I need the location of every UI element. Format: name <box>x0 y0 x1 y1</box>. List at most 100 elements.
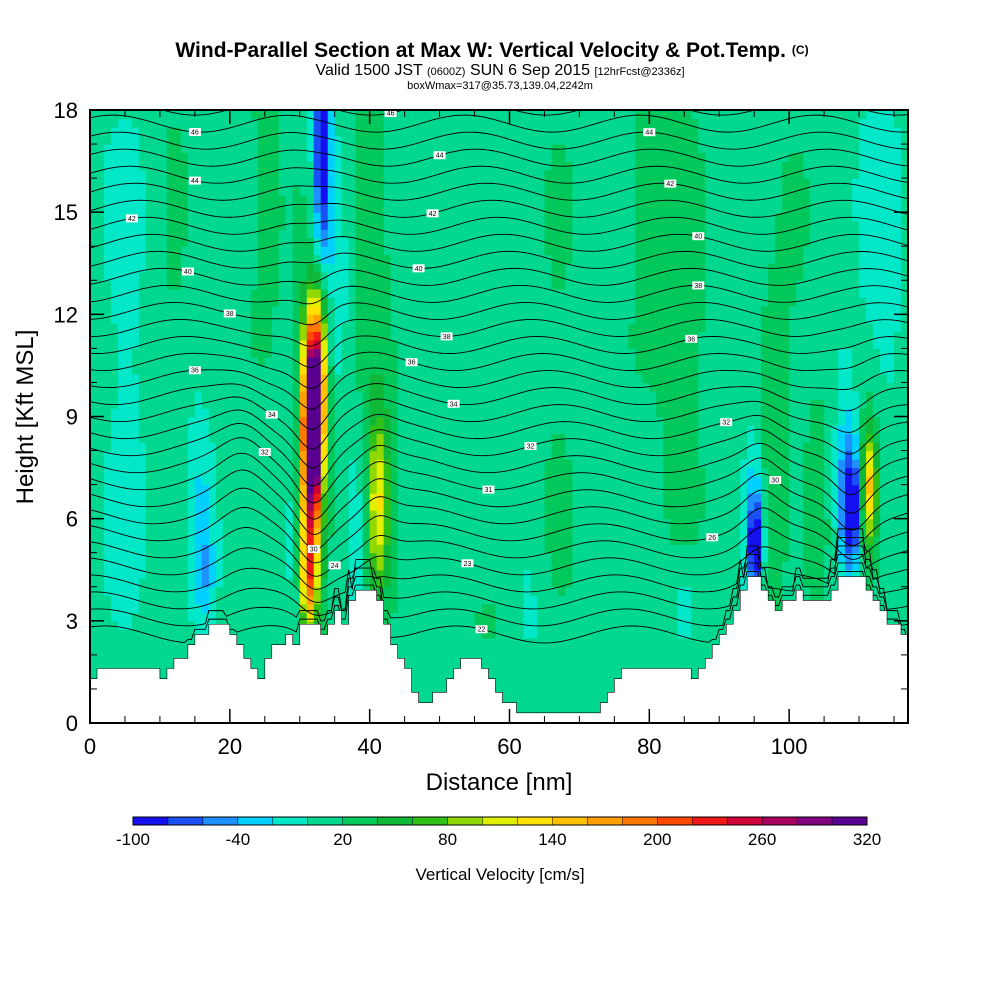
velocity-cell <box>726 518 734 528</box>
velocity-cell <box>565 407 574 418</box>
velocity-cell <box>103 663 112 673</box>
velocity-cell <box>824 407 832 418</box>
velocity-cell <box>726 390 734 401</box>
velocity-cell <box>439 425 448 435</box>
velocity-cell <box>509 442 518 452</box>
velocity-cell <box>124 561 133 571</box>
velocity-cell <box>733 407 741 418</box>
velocity-cell <box>299 586 308 596</box>
velocity-cell <box>418 416 427 426</box>
velocity-cell <box>845 442 853 452</box>
velocity-cell <box>901 407 908 418</box>
velocity-cell <box>355 518 364 528</box>
velocity-cell <box>145 382 154 392</box>
velocity-cell <box>131 467 140 477</box>
velocity-cell <box>355 425 364 435</box>
velocity-cell <box>166 527 175 537</box>
velocity-cell <box>243 450 252 460</box>
velocity-cell <box>572 697 580 707</box>
velocity-cell <box>229 552 238 562</box>
velocity-cell <box>348 467 357 477</box>
velocity-cell <box>824 382 832 392</box>
velocity-cell <box>782 561 790 571</box>
velocity-cell <box>173 390 182 401</box>
velocity-cell <box>579 705 587 716</box>
velocity-cell <box>663 382 671 392</box>
velocity-cell <box>761 433 769 443</box>
velocity-cell <box>495 654 504 664</box>
velocity-cell <box>299 382 308 392</box>
velocity-cell <box>649 407 657 418</box>
velocity-cell <box>600 476 608 486</box>
velocity-cell <box>383 356 392 367</box>
velocity-cell <box>586 646 594 656</box>
velocity-cell <box>565 356 574 367</box>
velocity-cell <box>579 646 587 656</box>
velocity-cell <box>817 425 825 435</box>
velocity-cell <box>509 603 518 613</box>
velocity-cell <box>285 476 294 486</box>
velocity-cell <box>222 561 231 571</box>
velocity-cell <box>439 484 448 494</box>
velocity-cell <box>222 399 231 409</box>
velocity-cell <box>264 484 273 494</box>
velocity-cell <box>887 510 895 520</box>
velocity-cell <box>383 459 392 469</box>
velocity-cell <box>502 450 511 460</box>
velocity-cell <box>229 382 238 392</box>
velocity-cell <box>691 501 699 511</box>
velocity-cell <box>397 527 406 537</box>
velocity-cell <box>362 467 371 477</box>
velocity-cell <box>390 416 399 426</box>
velocity-cell <box>397 416 406 426</box>
velocity-cell <box>873 518 881 528</box>
velocity-cell <box>698 416 706 426</box>
velocity-cell <box>691 476 699 486</box>
velocity-cell <box>124 450 133 460</box>
velocity-cell <box>425 510 434 520</box>
velocity-cell <box>271 484 280 494</box>
velocity-cell <box>565 450 574 460</box>
velocity-cell <box>600 697 608 707</box>
velocity-cell <box>733 518 741 528</box>
velocity-cell <box>880 373 888 384</box>
velocity-cell <box>621 586 629 596</box>
velocity-cell <box>110 459 119 469</box>
velocity-cell <box>124 433 133 443</box>
velocity-cell <box>831 425 839 435</box>
velocity-cell <box>530 535 539 545</box>
velocity-cell <box>887 493 895 503</box>
velocity-cell <box>824 467 832 477</box>
velocity-cell <box>740 552 748 562</box>
velocity-cell <box>789 459 797 469</box>
velocity-cell <box>313 365 322 375</box>
velocity-cell <box>327 442 336 452</box>
velocity-cell <box>355 416 364 426</box>
velocity-cell <box>159 501 168 511</box>
velocity-cell <box>509 544 518 554</box>
velocity-cell <box>124 637 133 647</box>
velocity-cell <box>236 620 245 630</box>
velocity-cell <box>516 646 525 656</box>
velocity-cell <box>684 620 692 630</box>
velocity-cell <box>740 484 748 494</box>
velocity-cell <box>439 356 448 367</box>
velocity-cell <box>117 407 126 418</box>
velocity-cell <box>124 620 133 630</box>
velocity-cell <box>446 467 455 477</box>
velocity-cell <box>222 552 231 562</box>
velocity-cell <box>642 373 650 384</box>
velocity-cell <box>600 586 608 596</box>
velocity-cell <box>187 637 196 647</box>
velocity-cell <box>579 595 587 605</box>
velocity-cell <box>544 527 553 537</box>
velocity-cell <box>502 586 511 596</box>
velocity-cell <box>740 467 748 477</box>
velocity-cell <box>502 595 511 605</box>
velocity-cell <box>516 527 525 537</box>
velocity-cell <box>544 680 553 690</box>
velocity-cell <box>621 603 629 613</box>
velocity-cell <box>600 493 608 503</box>
velocity-cell <box>453 663 462 673</box>
velocity-cell <box>817 433 825 443</box>
